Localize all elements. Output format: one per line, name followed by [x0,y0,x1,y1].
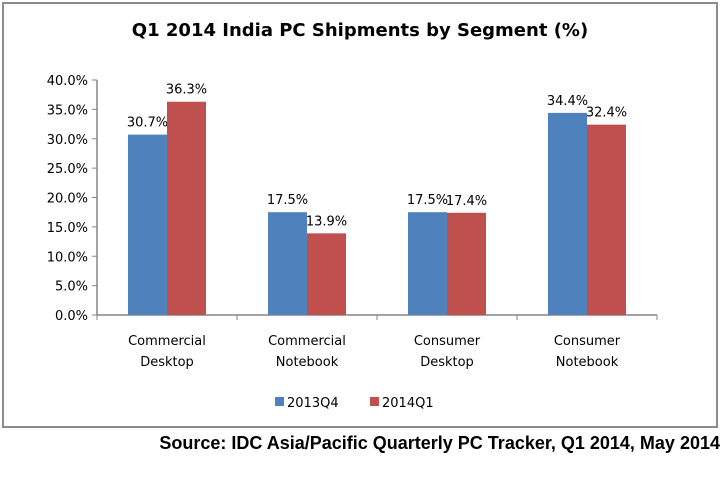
y-tick-label: 15.0% [47,221,88,236]
legend-label: 2014Q1 [382,396,434,411]
chart-title: Q1 2014 India PC Shipments by Segment (%… [131,20,589,41]
x-tick-label: Consumer [414,334,481,349]
data-label: 17.5% [267,193,308,208]
legend-swatch [370,397,379,406]
bar-2013Q4 [268,212,307,315]
y-tick-label: 5.0% [55,280,88,295]
x-tick-label: Desktop [140,355,194,370]
y-tick-label: 25.0% [47,162,88,177]
data-label: 36.3% [166,83,207,98]
x-tick-label: Desktop [420,355,474,370]
chart-frame [2,2,718,428]
bar-2013Q4 [548,112,587,316]
y-tick-label: 35.0% [47,103,88,118]
bar-2014Q1 [167,101,206,315]
data-label: 32.4% [586,106,627,121]
y-tick-label: 10.0% [47,250,88,265]
x-tick-label: Commercial [128,334,206,349]
bar-2014Q1 [447,212,486,315]
data-label: 30.7% [127,116,168,131]
data-label: 13.9% [306,214,347,229]
data-label: 17.4% [446,194,487,209]
y-tick-label: 20.0% [47,192,88,207]
data-label: 17.5% [407,193,448,208]
bar-2014Q1 [587,124,626,316]
bar-2014Q1 [307,233,346,315]
bar-2013Q4 [128,134,167,315]
y-tick-label: 40.0% [47,74,88,89]
x-tick-label: Consumer [554,334,621,349]
legend-label: 2013Q4 [287,396,339,411]
data-label: 34.4% [547,94,588,109]
source-note: Source: IDC Asia/Pacific Quarterly PC Tr… [159,433,720,453]
y-tick-label: 30.0% [47,133,88,148]
y-tick-label: 0.0% [55,309,88,324]
x-tick-label: Commercial [268,334,346,349]
bar-2013Q4 [408,212,447,315]
x-tick-label: Notebook [556,355,619,370]
legend-swatch [275,397,284,406]
x-tick-label: Notebook [276,355,339,370]
